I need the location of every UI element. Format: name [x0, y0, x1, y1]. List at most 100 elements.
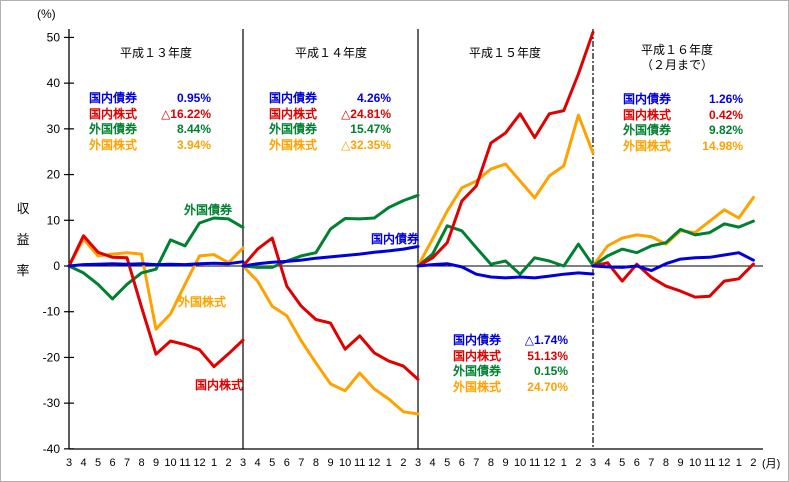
- series-line-foreign_bond: [416, 224, 595, 276]
- x-month-label: 7: [124, 457, 130, 469]
- series-line-domestic_stock: [591, 261, 755, 299]
- legend-value: 0.42%: [708, 107, 743, 122]
- series-line-domestic_stock: [67, 234, 245, 369]
- legend-value: 0.95%: [176, 91, 211, 105]
- legend-row: 外国株式 △32.35%: [269, 138, 391, 154]
- x-month-label: 11: [704, 457, 715, 469]
- legend-row: 国内債券 0.95%: [89, 91, 211, 107]
- x-month-label: 5: [619, 457, 625, 469]
- series-line-foreign_stock: [67, 237, 245, 331]
- legend-label: 国内株式: [269, 106, 318, 121]
- y-tick-label: 50: [47, 30, 61, 44]
- x-month-label: 6: [109, 457, 115, 469]
- x-month-label: 7: [473, 457, 479, 469]
- legend-value: △1.74%: [524, 333, 568, 347]
- x-month-label: 8: [488, 457, 494, 469]
- x-month-label: 11: [529, 457, 540, 469]
- y-tick-label: -20: [43, 350, 61, 364]
- legend-label: 外国株式: [269, 138, 318, 153]
- legend-row: 外国債券 8.44%: [89, 122, 211, 138]
- y-axis-title: 収益率: [16, 201, 30, 278]
- x-month-label: 10: [164, 457, 176, 469]
- x-month-label: 1: [386, 457, 392, 469]
- inline-label-domestic-stock: 国内株式: [195, 378, 244, 392]
- legend-row: 国内株式 51.13%: [453, 349, 568, 365]
- x-month-label: 4: [605, 457, 611, 469]
- legend-row: 外国株式 24.70%: [453, 380, 568, 396]
- inline-label-foreign-bond: 外国債券: [184, 203, 233, 217]
- series-line-domestic_stock: [416, 30, 595, 268]
- series-line-foreign_stock: [591, 196, 755, 268]
- legend-row: 国内株式 0.42%: [623, 108, 743, 124]
- series-line-foreign_bond: [591, 219, 755, 268]
- x-month-label: 8: [663, 457, 669, 469]
- y-tick-label: 20: [47, 168, 61, 182]
- legend-row: 国内債券 4.26%: [269, 91, 391, 107]
- y-tick-label: -30: [43, 396, 61, 410]
- x-month-label: 10: [339, 457, 351, 469]
- legend-label: 国内株式: [623, 107, 672, 122]
- series-line-foreign_stock: [241, 264, 420, 416]
- x-month-label: 2: [225, 457, 231, 469]
- legend-value: 9.82%: [708, 123, 743, 138]
- x-month-label: 3: [66, 457, 72, 469]
- x-month-label: 3: [415, 457, 421, 469]
- x-month-label: 4: [80, 457, 86, 469]
- x-month-label: 9: [327, 457, 333, 469]
- x-month-label: 1: [736, 457, 742, 469]
- series-line-domestic_bond: [591, 251, 755, 273]
- legend-label: 国内債券: [453, 333, 502, 347]
- panel-title-h16-line1: 平成１６年度: [640, 43, 714, 57]
- x-month-label: 5: [95, 457, 101, 469]
- x-month-label: 2: [400, 457, 406, 469]
- legend-row: 外国債券 9.82%: [623, 123, 743, 139]
- series-line-foreign_bond: [67, 216, 245, 301]
- x-month-label: 12: [543, 457, 555, 469]
- legend-value: △16.22%: [161, 106, 211, 121]
- x-month-label: 7: [298, 457, 304, 469]
- series-line-domestic_stock: [241, 236, 420, 381]
- x-month-label: 12: [718, 457, 730, 469]
- legend-label: 外国債券: [89, 122, 138, 137]
- legend-label: 外国株式: [453, 380, 502, 395]
- series-line-domestic_bond: [67, 260, 245, 268]
- panel-title-h14: 平成１４年度: [294, 46, 368, 60]
- legend-row: 国内債券 1.26%: [623, 92, 743, 108]
- legend-h16: 国内債券 1.26% 国内株式 0.42% 外国債券 9.82% 外国株式 14.98%: [623, 92, 743, 155]
- legend-value: 0.15%: [533, 364, 568, 379]
- legend-h14: 国内債券 4.26% 国内株式 △24.81% 外国債券 15.47% 外国株式 △32…: [269, 91, 391, 154]
- x-month-label: 5: [444, 457, 450, 469]
- legend-value: △32.35%: [341, 138, 391, 153]
- x-month-label: 6: [634, 457, 640, 469]
- legend-label: 国内株式: [453, 348, 502, 363]
- x-month-label: 12: [193, 457, 205, 469]
- y-tick-label: 10: [47, 213, 61, 227]
- panel-title-h15: 平成１５年度: [468, 46, 542, 60]
- x-month-label: 4: [430, 457, 436, 469]
- legend-value: 51.13%: [527, 348, 568, 363]
- x-month-label: 1: [211, 457, 217, 469]
- legend-row: 外国株式 3.94%: [89, 138, 211, 154]
- y-tick-label: -10: [43, 305, 61, 319]
- legend-label: 国内債券: [89, 91, 138, 105]
- x-month-label: 10: [689, 457, 701, 469]
- legend-label: 国内株式: [89, 106, 138, 121]
- x-month-label: 1: [561, 457, 567, 469]
- series-line-domestic_bond: [416, 262, 595, 280]
- y-tick-label: -40: [43, 442, 61, 456]
- x-month-label: 11: [354, 457, 365, 469]
- x-month-label: 9: [677, 457, 683, 469]
- x-month-label: 4: [255, 457, 261, 469]
- legend-label: 外国債券: [453, 364, 502, 379]
- inline-label-foreign-stock: 外国株式: [178, 295, 227, 309]
- legend-value: 15.47%: [350, 122, 391, 137]
- x-month-label: 2: [575, 457, 581, 469]
- x-month-label: 8: [138, 457, 144, 469]
- legend-label: 国内債券: [623, 92, 672, 106]
- legend-row: 国内株式 △24.81%: [269, 107, 391, 123]
- x-month-label: 10: [514, 457, 526, 469]
- x-month-label: 8: [313, 457, 319, 469]
- legend-value: 24.70%: [527, 380, 568, 395]
